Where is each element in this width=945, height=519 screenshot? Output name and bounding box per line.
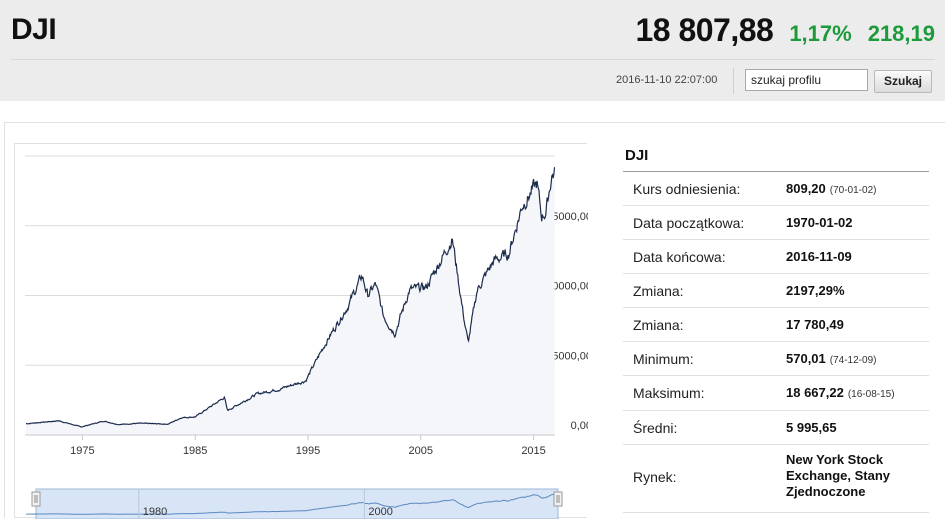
stats-value: 1970-01-02 <box>786 215 853 230</box>
search-button[interactable]: Szukaj <box>874 70 932 93</box>
stats-label: Minimum: <box>633 351 694 367</box>
chart-svg[interactable]: 0,00 5000,00 10000,00 15000,00 1975 1985 1995 2… <box>15 144 588 519</box>
navigator-tick-label: 1980 <box>143 506 167 518</box>
stats-label: Maksimum: <box>633 385 705 401</box>
stats-label: Kurs odniesienia: <box>633 181 741 197</box>
series-area <box>26 167 555 435</box>
stats-table: Kurs odniesienia: 809,20 (70-01-02) Data po… <box>623 171 929 513</box>
search-separator <box>733 68 734 94</box>
stats-row: Rynek: New York Stock Exchange, Stany Zje… <box>623 445 929 513</box>
stats-value: 2197,29% <box>786 283 845 298</box>
stats-row: Kurs odniesienia: 809,20 (70-01-02) <box>623 172 929 206</box>
stats-row: Minimum: 570,01 (74-12-09) <box>623 342 929 376</box>
stats-value-date: (74-12-09) <box>829 355 877 366</box>
stats-row: Maksimum: 18 667,22 (16-08-15) <box>623 376 929 411</box>
stats-value-date: (70-01-02) <box>829 185 877 196</box>
quote-summary: 18 807,88 1,17% 218,19 <box>635 12 935 49</box>
quote-header: DJI 18 807,88 1,17% 218,19 2016-11-10 22… <box>0 0 945 101</box>
navigator-handle-right[interactable] <box>553 491 563 507</box>
y-tick-label: 0,00 <box>571 420 588 432</box>
x-tick-label: 2015 <box>521 445 545 457</box>
stats-value-text: 2197,29% <box>786 283 845 298</box>
sidebar-title: DJI <box>625 147 649 164</box>
stats-value-text: 18 667,22 <box>786 385 844 400</box>
stats-row: Data końcowa: 2016-11-09 <box>623 240 929 274</box>
stats-value-text: New York Stock Exchange, Stany Zjednoczo… <box>786 452 891 499</box>
y-tick-label: 10000,00 <box>546 281 588 293</box>
last-price: 18 807,88 <box>635 12 774 48</box>
stats-row: Zmiana: 17 780,49 <box>623 308 929 342</box>
stats-value: 5 995,65 <box>786 420 837 435</box>
stats-value: 17 780,49 <box>786 317 844 332</box>
stats-label: Średni: <box>633 420 678 436</box>
stats-label: Rynek: <box>633 469 677 485</box>
stats-value-text: 1970-01-02 <box>786 215 853 230</box>
stats-value: 570,01 (74-12-09) <box>786 351 876 366</box>
stats-row: Średni: 5 995,65 <box>623 411 929 445</box>
navigator-tick-label: 2000 <box>368 506 392 518</box>
series-line <box>25 167 556 428</box>
change-percent: 1,17% <box>789 21 852 46</box>
y-tick-label: 5000,00 <box>552 350 588 362</box>
x-tick-label: 2005 <box>409 445 433 457</box>
x-tick-label: 1985 <box>183 445 207 457</box>
stats-value: New York Stock Exchange, Stany Zjednoczo… <box>786 452 926 500</box>
ticker-symbol: DJI <box>11 13 57 46</box>
header-divider <box>11 59 935 60</box>
change-absolute: 218,19 <box>867 21 935 46</box>
stats-label: Zmiana: <box>633 317 684 333</box>
navigator-series <box>26 493 554 515</box>
stats-row: Zmiana: 2197,29% <box>623 274 929 308</box>
stats-value-text: 570,01 <box>786 351 826 366</box>
x-tick-label: 1995 <box>296 445 320 457</box>
x-tick-label: 1975 <box>70 445 94 457</box>
quote-datetime: 2016-11-10 22:07:00 <box>616 74 718 86</box>
stats-value-text: 2016-11-09 <box>786 249 852 264</box>
stats-value: 809,20 (70-01-02) <box>786 181 876 196</box>
stats-value: 2016-11-09 <box>786 249 852 264</box>
stats-value-text: 809,20 <box>786 181 826 196</box>
navigator-handle-left[interactable] <box>31 491 41 507</box>
stats-value: 18 667,22 (16-08-15) <box>786 385 895 400</box>
stats-label: Zmiana: <box>633 283 684 299</box>
stats-value-text: 17 780,49 <box>786 317 844 332</box>
stats-row: Data początkowa: 1970-01-02 <box>623 206 929 240</box>
search-input[interactable] <box>745 69 868 91</box>
price-chart[interactable]: 0,00 5000,00 10000,00 15000,00 1975 1985 1995 2… <box>14 143 588 519</box>
y-tick-label: 15000,00 <box>546 211 588 223</box>
stats-value-text: 5 995,65 <box>786 420 837 435</box>
stats-value-date: (16-08-15) <box>847 389 895 400</box>
stats-label: Data końcowa: <box>633 249 726 265</box>
stats-label: Data początkowa: <box>633 215 745 231</box>
